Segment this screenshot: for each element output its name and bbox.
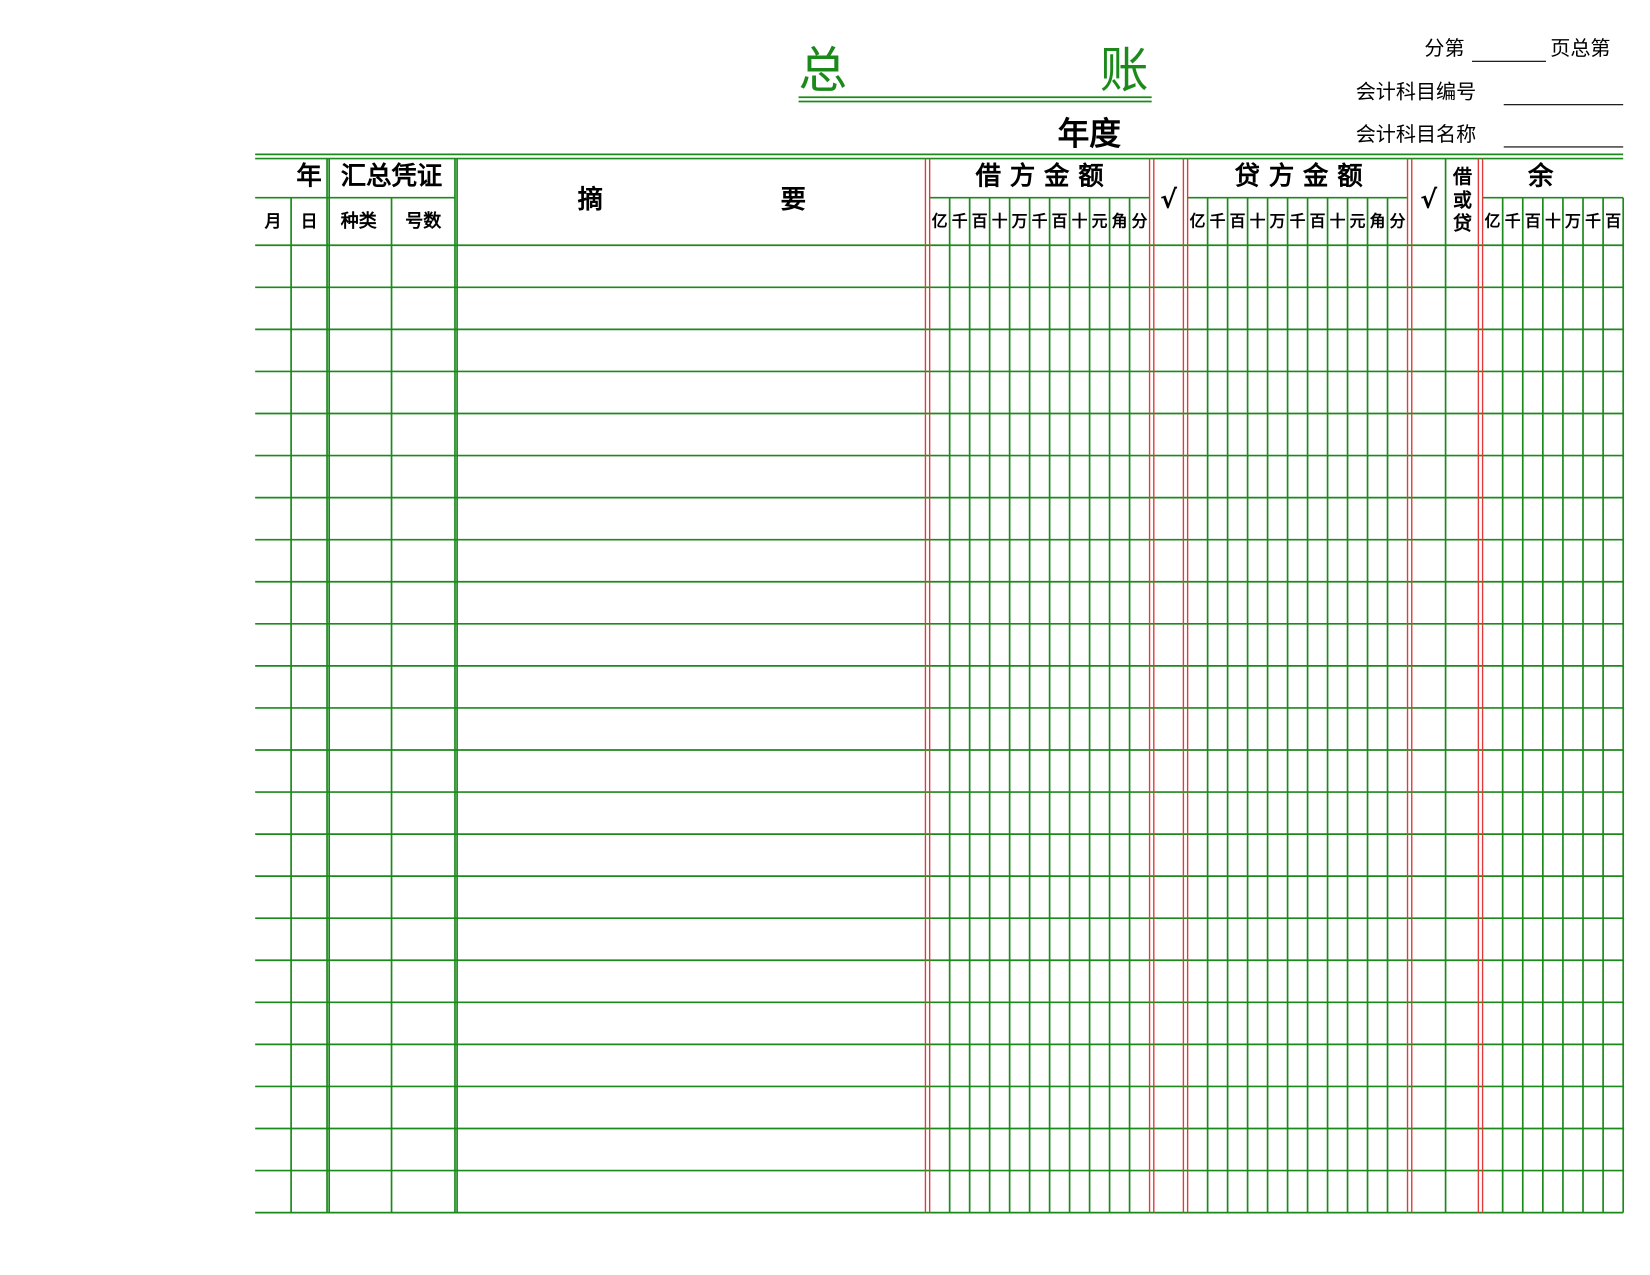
debit-header: 借 方 金 额	[975, 161, 1105, 191]
unit-label: 千	[1290, 212, 1306, 231]
page-prefix: 分第	[1424, 36, 1464, 60]
balance-header: 余	[1527, 161, 1554, 191]
unit-label: 十	[992, 212, 1008, 231]
account-code-label: 会计科目编号	[1356, 80, 1476, 104]
unit-label: 百	[1525, 212, 1541, 231]
unit-label: 万	[1011, 212, 1028, 231]
day-header: 日	[301, 211, 318, 231]
unit-label: 千	[1210, 212, 1226, 231]
year-header: 年	[296, 161, 321, 191]
title-right: 账	[1100, 43, 1149, 99]
unit-label: 万	[1269, 212, 1286, 231]
unit-label: 百	[1310, 212, 1326, 231]
summary-header: 要	[781, 184, 806, 214]
unit-label: 元	[1350, 212, 1366, 231]
unit-label: 分	[1132, 212, 1148, 231]
ledger: 总 账 年度 分第 页总第 会计科目编号 会计科目名称 年 汇总凭证 月 日 种…	[255, 36, 1625, 1214]
unit-label: 百	[972, 212, 988, 231]
unit-label: 十	[1330, 212, 1346, 231]
unit-label: 千	[952, 212, 968, 231]
unit-label: 万	[1564, 212, 1581, 231]
page-middle: 页总第	[1550, 36, 1610, 60]
kind-header: 种类	[340, 210, 378, 232]
unit-label: 十	[1250, 212, 1266, 231]
voucher-header: 汇总凭证	[341, 161, 442, 191]
number-header: 号数	[405, 210, 442, 232]
unit-label: 角	[1370, 212, 1386, 231]
unit-label: 亿	[1190, 212, 1206, 231]
unit-label: 千	[1585, 212, 1601, 231]
summary-header: 摘	[578, 184, 603, 214]
unit-label: 百	[1230, 212, 1246, 231]
unit-label: 亿	[1485, 212, 1501, 231]
unit-label: 十	[1545, 212, 1561, 231]
month-header: 月	[264, 211, 282, 231]
unit-label: 百	[1052, 212, 1068, 231]
check-header: √	[1420, 184, 1437, 214]
check-header: √	[1160, 184, 1177, 214]
unit-label: 千	[1505, 212, 1521, 231]
unit-label: 百	[1605, 212, 1621, 231]
year-label: 年度	[1058, 116, 1122, 152]
unit-label: 千	[1032, 212, 1048, 231]
unit-label: 角	[1112, 212, 1128, 231]
unit-label: 分	[1390, 212, 1406, 231]
unit-label: 元	[1092, 212, 1108, 231]
credit-header: 贷 方 金 额	[1235, 161, 1364, 191]
direction-header: 借	[1452, 165, 1472, 188]
direction-header: 贷	[1453, 212, 1472, 235]
direction-header: 或	[1453, 188, 1472, 211]
unit-label: 亿	[932, 212, 948, 231]
unit-label: 十	[1072, 212, 1088, 231]
title-left: 总	[799, 43, 848, 99]
account-name-label: 会计科目名称	[1356, 122, 1476, 146]
